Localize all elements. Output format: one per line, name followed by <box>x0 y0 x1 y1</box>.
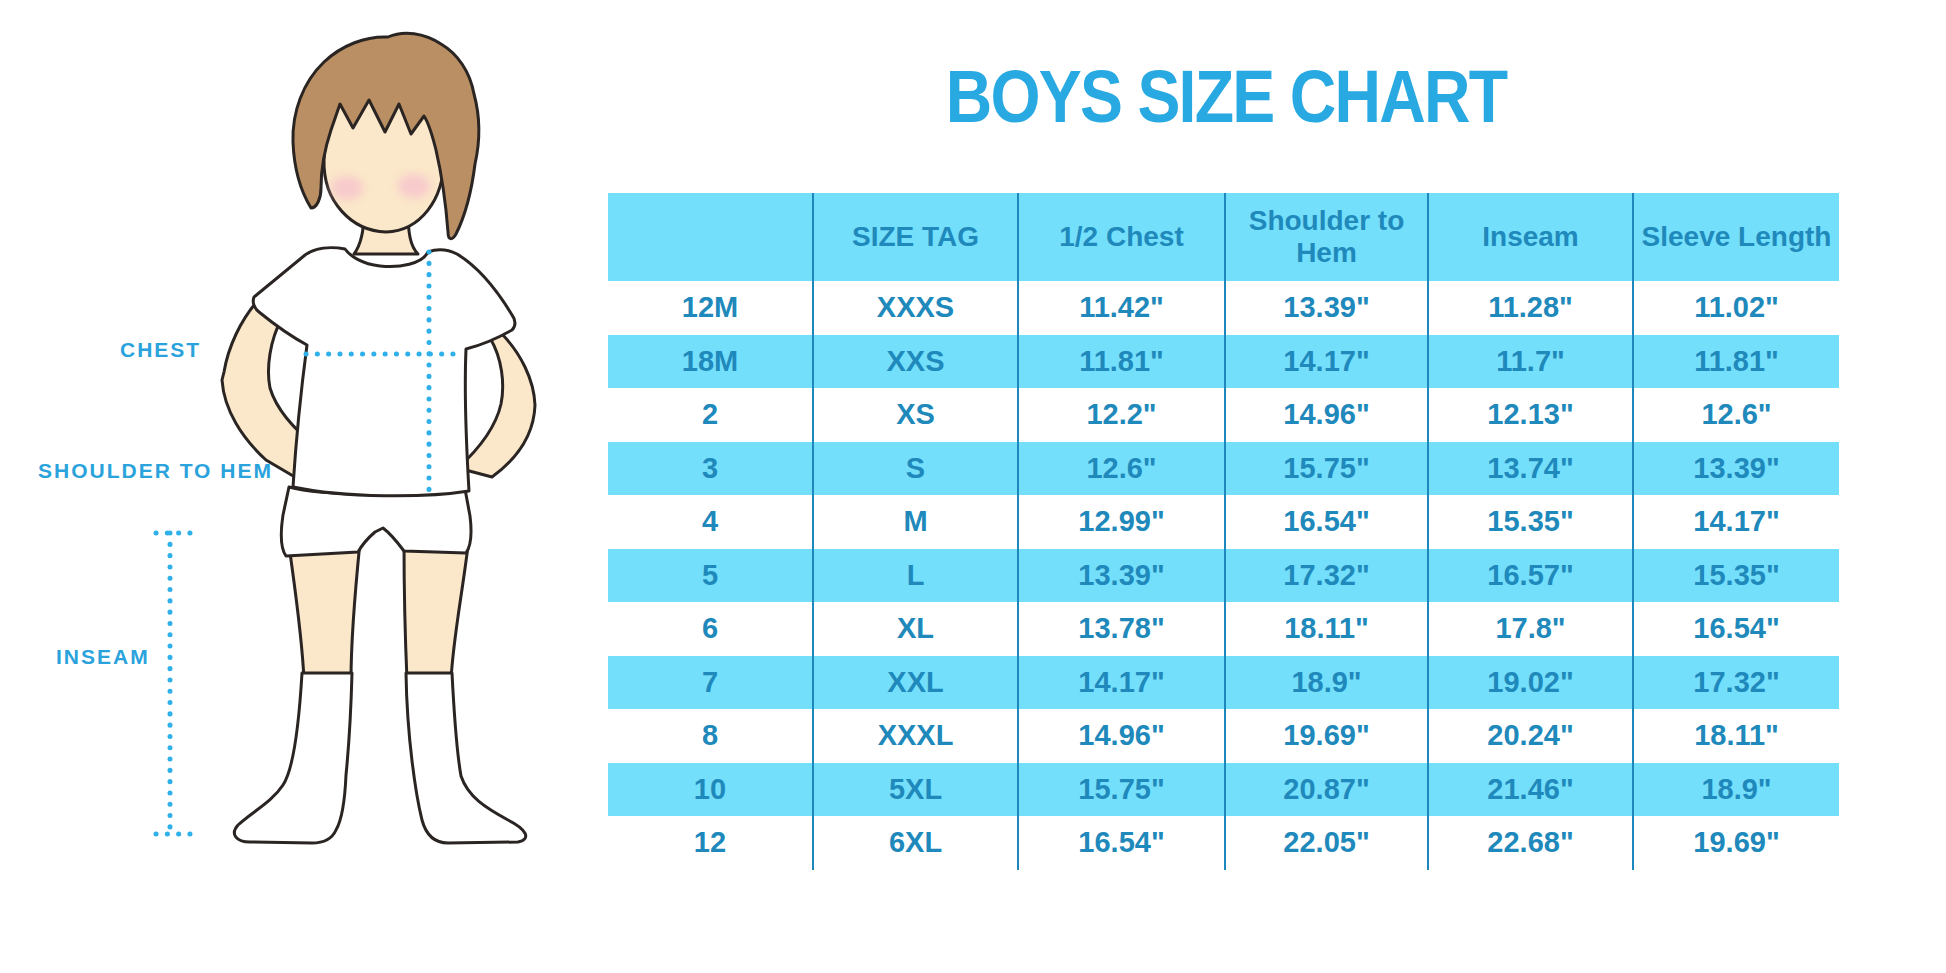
table-cell: 17.8" <box>1429 602 1634 656</box>
table-cell: 7 <box>608 656 814 710</box>
page-title: BOYS SIZE CHART <box>942 60 1509 134</box>
table-cell: XL <box>814 602 1019 656</box>
table-header-cell: Inseam <box>1429 193 1634 281</box>
table-cell: 18.11" <box>1634 709 1839 763</box>
shoulder-to-hem-label: SHOULDER TO HEM <box>38 459 273 483</box>
table-cell: L <box>814 549 1019 603</box>
table-cell: 22.68" <box>1429 816 1634 870</box>
table-cell: 15.35" <box>1429 495 1634 549</box>
table-cell: 17.32" <box>1634 656 1839 710</box>
table-cell: 10 <box>608 763 814 817</box>
table-cell: 11.28" <box>1429 281 1634 335</box>
table-cell: XXS <box>814 335 1019 389</box>
table-cell: 12.6" <box>1634 388 1839 442</box>
table-cell: 11.81" <box>1019 335 1226 389</box>
boy-left-leg <box>289 542 360 680</box>
table-cell: 4 <box>608 495 814 549</box>
table-cell: 16.57" <box>1429 549 1634 603</box>
table-cell: 13.78" <box>1019 602 1226 656</box>
table-cell: 11.02" <box>1634 281 1839 335</box>
table-cell: 13.39" <box>1226 281 1429 335</box>
table-cell: S <box>814 442 1019 496</box>
table-cell: 15.35" <box>1634 549 1839 603</box>
size-chart-table: SIZE TAG1/2 ChestShoulder to HemInseamSl… <box>608 193 1839 870</box>
boy-left-sock <box>234 673 352 843</box>
table-cell: 18M <box>608 335 814 389</box>
table-cell: XXXL <box>814 709 1019 763</box>
table-cell: 11.42" <box>1019 281 1226 335</box>
table-header-cell: Sleeve Length <box>1634 193 1839 281</box>
table-cell: 19.69" <box>1634 816 1839 870</box>
table-cell: XXXS <box>814 281 1019 335</box>
table-cell: 16.54" <box>1634 602 1839 656</box>
table-cell: 18.9" <box>1226 656 1429 710</box>
table-cell: 5 <box>608 549 814 603</box>
table-cell: 11.7" <box>1429 335 1634 389</box>
table-cell: 6 <box>608 602 814 656</box>
table-cell: XS <box>814 388 1019 442</box>
boy-right-leg <box>404 542 468 680</box>
table-cell: 3 <box>608 442 814 496</box>
table-cell: 13.74" <box>1429 442 1634 496</box>
table-cell: XXL <box>814 656 1019 710</box>
table-cell: 15.75" <box>1226 442 1429 496</box>
table-cell: 12.13" <box>1429 388 1634 442</box>
table-cell: 6XL <box>814 816 1019 870</box>
boy-right-blush <box>398 174 430 198</box>
table-header-cell <box>608 193 814 281</box>
table-cell: 17.32" <box>1226 549 1429 603</box>
boy-right-arm <box>458 332 535 477</box>
table-cell: 14.17" <box>1019 656 1226 710</box>
table-cell: 16.54" <box>1226 495 1429 549</box>
table-cell: 14.96" <box>1226 388 1429 442</box>
table-cell: 2 <box>608 388 814 442</box>
table-cell: 14.17" <box>1226 335 1429 389</box>
table-cell: 20.24" <box>1429 709 1634 763</box>
chest-label: CHEST <box>120 338 201 362</box>
table-cell: 12.99" <box>1019 495 1226 549</box>
table-cell: 16.54" <box>1019 816 1226 870</box>
table-cell: 12.6" <box>1019 442 1226 496</box>
boy-shorts <box>281 487 471 556</box>
table-cell: 12M <box>608 281 814 335</box>
page: CHEST SHOULDER TO HEM INSEAM BOYS SIZE C… <box>0 0 1946 973</box>
table-cell: 18.9" <box>1634 763 1839 817</box>
table-cell: 13.39" <box>1019 549 1226 603</box>
table-cell: 13.39" <box>1634 442 1839 496</box>
table-cell: 14.17" <box>1634 495 1839 549</box>
table-header-cell: SIZE TAG <box>814 193 1019 281</box>
table-cell: 19.02" <box>1429 656 1634 710</box>
table-cell: 8 <box>608 709 814 763</box>
table-cell: 12.2" <box>1019 388 1226 442</box>
table-header-cell: Shoulder to Hem <box>1226 193 1429 281</box>
table-cell: 12 <box>608 816 814 870</box>
boy-right-sock <box>406 673 526 843</box>
table-cell: 22.05" <box>1226 816 1429 870</box>
inseam-label: INSEAM <box>56 645 150 669</box>
boy-illustration <box>0 0 600 973</box>
table-cell: 14.96" <box>1019 709 1226 763</box>
table-cell: 11.81" <box>1634 335 1839 389</box>
table-header-cell: 1/2 Chest <box>1019 193 1226 281</box>
table-cell: 19.69" <box>1226 709 1429 763</box>
table-cell: 15.75" <box>1019 763 1226 817</box>
table-cell: 21.46" <box>1429 763 1634 817</box>
table-cell: 20.87" <box>1226 763 1429 817</box>
boy-left-blush <box>331 176 363 200</box>
table-cell: 18.11" <box>1226 602 1429 656</box>
table-cell: M <box>814 495 1019 549</box>
table-cell: 5XL <box>814 763 1019 817</box>
